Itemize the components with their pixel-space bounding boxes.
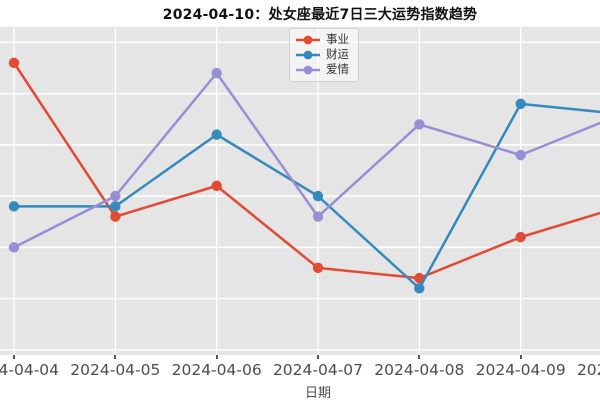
love-data-point bbox=[312, 211, 324, 222]
x-tick-label: 2024-04-07 bbox=[272, 361, 364, 379]
wealth-data-point bbox=[110, 201, 121, 212]
x-tick-mark bbox=[519, 355, 522, 359]
love-data-point bbox=[110, 190, 121, 202]
series-line-career bbox=[12, 62, 600, 280]
x-tick-label: 2024-04-08 bbox=[374, 361, 465, 379]
love-data-point bbox=[211, 67, 222, 79]
x-tick-mark bbox=[114, 355, 117, 359]
legend-item-love: 爱情 bbox=[295, 63, 349, 77]
x-tick-label: 2024-04-04 bbox=[0, 361, 60, 379]
wealth-data-point bbox=[515, 98, 526, 110]
x-tick-mark bbox=[418, 355, 421, 359]
legend-item-career: 事业 bbox=[295, 33, 349, 47]
wealth-data-point bbox=[312, 190, 324, 202]
x-tick-mark bbox=[13, 355, 15, 359]
chart-legend: 事业 财运 爱情 bbox=[289, 28, 359, 82]
x-tick-label: 2024-04-09 bbox=[475, 361, 566, 379]
legend-item-wealth: 财运 bbox=[295, 48, 349, 62]
career-data-point bbox=[312, 262, 324, 274]
love-data-point bbox=[8, 242, 20, 253]
career-data-point bbox=[211, 180, 222, 192]
legend-line-marker-icon bbox=[296, 50, 320, 60]
x-tick-label: 2024-04-05 bbox=[70, 361, 161, 379]
x-axis: 2024-04-04 2024-04-05 2024-04-06 2024-04-07… bbox=[0, 355, 600, 383]
career-data-point bbox=[8, 57, 20, 69]
series-line-love bbox=[13, 71, 600, 249]
legend-line-marker-icon bbox=[296, 35, 320, 45]
love-data-point bbox=[515, 149, 526, 161]
x-axis-title: 日期 bbox=[304, 386, 332, 401]
x-tick-mark bbox=[215, 355, 218, 359]
career-data-point bbox=[515, 231, 526, 243]
career-data-point bbox=[414, 272, 425, 284]
career-data-point bbox=[110, 211, 121, 222]
plot-canvas bbox=[0, 27, 600, 355]
x-tick-mark bbox=[316, 355, 319, 359]
legend-label: 事业 bbox=[326, 32, 349, 47]
wealth-data-point bbox=[414, 283, 425, 294]
x-tick-label: 2024-04-10 bbox=[576, 361, 600, 379]
x-tick-label: 2024-04-06 bbox=[171, 361, 262, 379]
chart-title: 2024-04-10：处女座最近7日三大运势指数趋势 bbox=[162, 7, 478, 23]
wealth-data-point bbox=[8, 201, 20, 212]
legend-label: 爱情 bbox=[326, 62, 349, 77]
legend-label: 财运 bbox=[326, 47, 349, 62]
legend-line-marker-icon bbox=[296, 65, 320, 75]
wealth-data-point bbox=[211, 129, 222, 140]
love-data-point bbox=[414, 119, 425, 130]
